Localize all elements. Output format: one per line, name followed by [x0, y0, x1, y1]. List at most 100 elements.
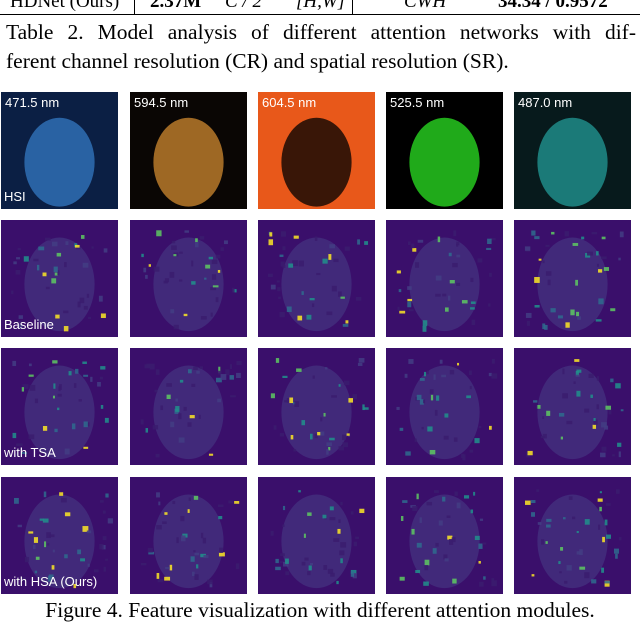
- image-content: [187, 369, 192, 374]
- image-content: [443, 435, 449, 440]
- image-content: [83, 421, 88, 428]
- image-content: [593, 419, 598, 425]
- image-content: [147, 547, 153, 553]
- image-content: [615, 383, 621, 389]
- image-content: [435, 293, 441, 297]
- image-content: [423, 371, 426, 377]
- table-cell: [H,W]: [296, 0, 346, 12]
- image-content: [359, 508, 365, 514]
- image-content: [564, 580, 568, 584]
- image-content: [196, 370, 200, 374]
- image-content: [531, 230, 536, 236]
- table-rule: [134, 0, 135, 14]
- image-content: [411, 243, 415, 249]
- image-content: [200, 553, 206, 558]
- image-content: [210, 312, 213, 317]
- image-content: [427, 426, 433, 432]
- image-content: [87, 563, 90, 567]
- image-content: [350, 511, 354, 515]
- image-content: [187, 509, 190, 513]
- image-content: [399, 310, 406, 314]
- image-content: [433, 374, 436, 380]
- image-content: [97, 382, 101, 387]
- image-content: [153, 237, 224, 332]
- image-content: [618, 537, 622, 541]
- wavelength-label: 604.5 nm: [262, 95, 316, 110]
- image-content: [149, 363, 155, 370]
- image-content: [399, 427, 404, 431]
- image-content: [173, 254, 177, 257]
- image-content: [596, 263, 599, 267]
- image-content: [402, 500, 408, 503]
- table-cell: 34.34 / 0.9572: [498, 0, 608, 12]
- image-content: [603, 267, 610, 271]
- image-content: [591, 579, 597, 584]
- image-content: [591, 232, 598, 235]
- image-content: [17, 248, 21, 251]
- row-label: HSI: [4, 189, 26, 204]
- image-content: [148, 264, 151, 267]
- image-content: [28, 434, 35, 440]
- image-content: [457, 362, 460, 366]
- image-content: [280, 231, 286, 237]
- image-content: [434, 409, 438, 416]
- image-content: [333, 258, 339, 263]
- table-cell: CWH: [404, 0, 447, 12]
- image-content: [169, 271, 175, 278]
- image-content: [143, 267, 147, 273]
- image-content: [33, 544, 36, 550]
- image-content: [423, 399, 426, 404]
- image-content: [562, 368, 565, 375]
- image-content: [290, 434, 294, 440]
- image-content: [323, 412, 326, 417]
- image-content: [190, 556, 195, 562]
- image-content: [598, 298, 604, 305]
- image-content: [415, 569, 421, 574]
- image-content: [566, 565, 572, 571]
- image-content: [454, 491, 458, 496]
- image-content: [416, 394, 422, 401]
- image-content: [322, 258, 328, 264]
- image-content: [301, 561, 306, 566]
- image-content: [469, 449, 474, 453]
- image-content: [340, 501, 343, 506]
- image-content: [327, 568, 334, 574]
- image-content: [325, 367, 328, 370]
- image-content: [610, 308, 616, 312]
- image-content: [534, 277, 540, 283]
- image-content: [36, 264, 40, 271]
- image-content: [202, 537, 207, 544]
- image-content: [489, 272, 492, 277]
- image-content: [468, 370, 472, 375]
- image-content: [398, 289, 402, 293]
- image-content: [178, 279, 183, 282]
- image-content: [191, 260, 194, 267]
- image-content: [456, 254, 461, 258]
- image-content: [438, 520, 443, 526]
- table-caption-line: ferent channel resolution (CR) and spati…: [6, 49, 509, 73]
- image-content: [22, 384, 29, 389]
- image-content: [58, 386, 61, 392]
- image-content: [189, 415, 195, 419]
- image-content: [217, 398, 221, 403]
- image-content: [86, 530, 92, 534]
- image-content: [292, 260, 298, 267]
- image-content: [172, 500, 176, 505]
- image-content: [593, 418, 596, 421]
- image-content: [442, 496, 446, 502]
- image-content: [525, 500, 531, 505]
- image-content: [615, 553, 618, 559]
- image-content: [215, 377, 222, 383]
- table-cell: HDNet (Ours): [10, 0, 120, 12]
- image-content: [215, 254, 221, 259]
- image-content: [57, 270, 60, 276]
- image-content: [13, 261, 17, 265]
- wavelength-label: 487.0 nm: [518, 95, 572, 110]
- image-content: [538, 258, 542, 261]
- image-content: [176, 537, 179, 544]
- image-content: [93, 569, 99, 573]
- image-content: [363, 407, 369, 410]
- image-content: [204, 277, 207, 280]
- image-content: [21, 576, 26, 582]
- image-content: [298, 260, 304, 267]
